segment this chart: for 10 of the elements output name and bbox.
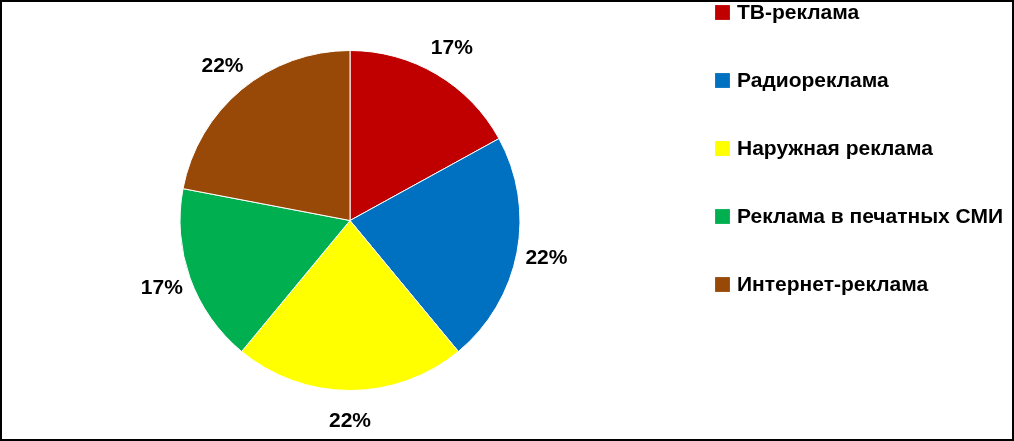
legend-label: Радиореклама	[737, 67, 890, 91]
data-label: 22%	[328, 407, 372, 431]
data-label: 22%	[201, 53, 244, 77]
legend-label: Реклама в печатных СМИ	[737, 203, 1004, 227]
legend-label: Наружная реклама	[737, 135, 934, 159]
data-label: 17%	[430, 35, 474, 59]
legend-label: ТВ-реклама	[737, 0, 860, 23]
data-label: 17%	[140, 275, 184, 299]
legend-label: Интернет-реклама	[737, 271, 929, 295]
data-label: 22%	[525, 244, 568, 268]
